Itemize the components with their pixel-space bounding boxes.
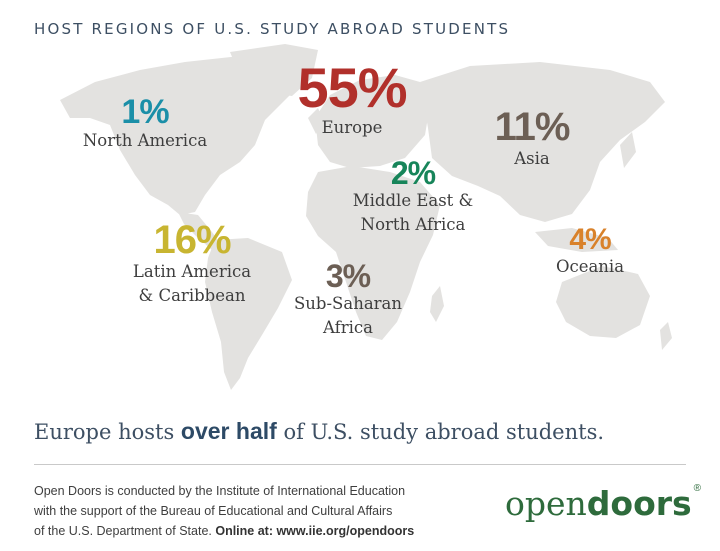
headline-after: of U.S. study abroad students. — [276, 420, 605, 444]
region-percent: 11% — [494, 105, 571, 149]
land-south-america — [205, 238, 292, 390]
region-name: Middle East & — [352, 191, 474, 210]
region-percent: 16% — [153, 218, 231, 262]
logo-doors: doors — [586, 484, 692, 523]
region-europe: 55% Europe — [272, 60, 432, 140]
headline: Europe hosts over half of U.S. study abr… — [34, 418, 604, 445]
land-australia — [556, 266, 650, 338]
land-central-america — [178, 212, 222, 250]
land-europe — [315, 75, 430, 168]
region-sub-saharan-africa: 3% Sub-Saharan Africa — [282, 260, 414, 340]
region-name: Europe — [321, 118, 383, 137]
region-name: Oceania — [555, 257, 625, 276]
region-asia: 11% Asia — [472, 107, 592, 171]
land-madagascar — [430, 286, 444, 322]
chart-title: HOST REGIONS OF U.S. STUDY ABROAD STUDEN… — [34, 20, 511, 38]
logo-open: open — [505, 484, 587, 523]
region-percent: 2% — [390, 155, 436, 191]
region-percent: 1% — [121, 93, 169, 131]
footer-credit: Open Doors is conducted by the Institute… — [34, 481, 434, 541]
land-uk — [308, 108, 324, 134]
land-africa — [306, 166, 440, 340]
land-asia — [420, 62, 665, 222]
region-name: North Africa — [360, 215, 466, 234]
region-name: & Caribbean — [138, 286, 246, 305]
divider — [34, 464, 686, 465]
region-name: North America — [82, 131, 208, 150]
region-middle-east-north-africa: 2% Middle East & North Africa — [337, 157, 489, 237]
land-greenland — [230, 44, 318, 96]
headline-before: Europe hosts — [34, 420, 181, 444]
region-percent: 3% — [325, 258, 371, 294]
region-north-america: 1% North America — [70, 95, 220, 153]
open-doors-logo: opendoors ® — [505, 483, 702, 523]
footer-line-2: with the support of the Bureau of Educat… — [34, 504, 393, 518]
footer-line-1: Open Doors is conducted by the Institute… — [34, 484, 406, 498]
headline-emphasis: over half — [180, 418, 277, 444]
region-percent: 55% — [297, 56, 407, 119]
region-name: Africa — [323, 318, 373, 337]
region-oceania: 4% Oceania — [540, 225, 640, 279]
logo-registered-mark: ® — [693, 483, 702, 494]
region-name: Latin America — [132, 262, 252, 281]
land-new-zealand — [660, 322, 672, 350]
region-latin-america-caribbean: 16% Latin America & Caribbean — [113, 220, 271, 308]
footer-line-3-text: of the U.S. Department of State. — [34, 524, 216, 538]
footer-line-3: of the U.S. Department of State. Online … — [34, 521, 434, 541]
footer-link-text: Online at: www.iie.org/opendoors — [215, 524, 415, 538]
land-indonesia — [535, 228, 618, 252]
region-name: Asia — [514, 149, 550, 168]
land-north-america — [60, 56, 300, 215]
region-name: Sub-Saharan — [293, 294, 403, 313]
land-japan — [620, 132, 636, 168]
region-percent: 4% — [569, 223, 611, 256]
